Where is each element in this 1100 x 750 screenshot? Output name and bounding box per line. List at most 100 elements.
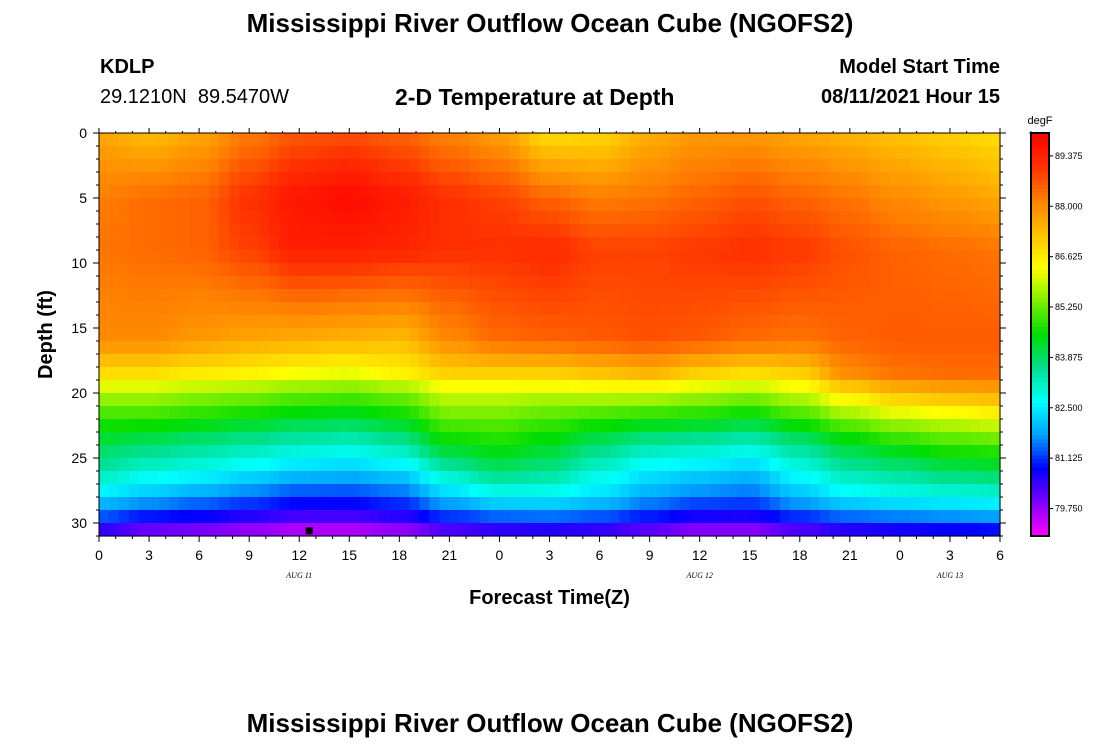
heatmap-cell	[949, 276, 961, 290]
heatmap-cell	[189, 354, 200, 368]
heatmap-cell	[109, 393, 120, 407]
heatmap-cell	[829, 146, 841, 160]
heatmap-cell	[359, 510, 370, 524]
heatmap-cell	[349, 393, 360, 407]
heatmap-cell	[349, 159, 360, 173]
heatmap-cell	[559, 328, 571, 342]
heatmap-cell	[789, 419, 801, 433]
heatmap-cell	[949, 133, 961, 147]
heatmap-cell	[969, 497, 981, 511]
heatmap-cell	[769, 484, 781, 498]
heatmap-cell	[579, 263, 591, 277]
heatmap-cell	[359, 367, 370, 381]
heatmap-cell	[139, 406, 150, 420]
heatmap-cell	[959, 237, 971, 251]
heatmap-cell	[839, 380, 851, 394]
heatmap-cell	[849, 458, 861, 472]
heatmap-cell	[159, 458, 170, 472]
heatmap-cell	[519, 471, 531, 485]
heatmap-cell	[619, 484, 631, 498]
heatmap-cell	[719, 224, 731, 238]
heatmap-cell	[669, 159, 681, 173]
heatmap-cell	[329, 393, 340, 407]
heatmap-cell	[389, 250, 400, 264]
heatmap-cell	[809, 341, 821, 355]
heatmap-cell	[989, 523, 1001, 537]
heatmap-cell	[759, 198, 771, 212]
heatmap-cell	[979, 133, 991, 147]
heatmap-cell	[219, 445, 230, 459]
heatmap-cell	[119, 315, 130, 329]
heatmap-cell	[769, 406, 781, 420]
heatmap-cell	[509, 510, 521, 524]
heatmap-cell	[269, 393, 280, 407]
heatmap-cell	[589, 523, 601, 537]
heatmap-cell	[139, 224, 150, 238]
heatmap-cell	[209, 484, 220, 498]
heatmap-cell	[359, 159, 370, 173]
heatmap-cell	[399, 471, 410, 485]
heatmap-cell	[579, 380, 591, 394]
heatmap-cell	[519, 315, 531, 329]
heatmap-cell	[949, 510, 961, 524]
heatmap-cell	[699, 341, 711, 355]
heatmap-cell	[469, 250, 481, 264]
heatmap-cell	[179, 224, 190, 238]
heatmap-cell	[619, 289, 631, 303]
heatmap-cell	[279, 367, 290, 381]
y-tick-label: 25	[71, 450, 87, 466]
heatmap-cell	[339, 471, 350, 485]
heatmap-cell	[889, 380, 901, 394]
heatmap-cell	[189, 133, 200, 147]
colorbar-segment	[1031, 318, 1049, 324]
heatmap-cell	[709, 393, 721, 407]
heatmap-cell	[489, 367, 501, 381]
heatmap-cell	[509, 458, 521, 472]
heatmap-cell	[169, 146, 180, 160]
heatmap-cell	[749, 445, 761, 459]
heatmap-cell	[909, 393, 921, 407]
colorbar-segment	[1031, 265, 1049, 271]
heatmap-cell	[799, 146, 811, 160]
heatmap-cell	[789, 237, 801, 251]
heatmap-cell	[449, 237, 460, 251]
heatmap-cell	[449, 497, 460, 511]
heatmap-cell	[689, 263, 701, 277]
heatmap-cell	[629, 510, 641, 524]
heatmap-cell	[369, 276, 380, 290]
heatmap-cell	[849, 328, 861, 342]
heatmap-cell	[879, 263, 891, 277]
heatmap-cell	[199, 185, 210, 199]
heatmap-cell	[929, 367, 941, 381]
heatmap-cell	[379, 146, 390, 160]
heatmap-cell	[409, 393, 420, 407]
heatmap-cell	[819, 406, 831, 420]
heatmap-cell	[489, 276, 501, 290]
heatmap-cell	[739, 315, 751, 329]
heatmap-cell	[469, 497, 481, 511]
heatmap-cell	[619, 146, 631, 160]
heatmap-cell	[749, 484, 761, 498]
heatmap-cell	[379, 354, 390, 368]
heatmap-cell	[519, 159, 531, 173]
heatmap-cell	[499, 185, 511, 199]
heatmap-cell	[969, 315, 981, 329]
heatmap-cell	[909, 276, 921, 290]
heatmap-cell	[689, 471, 701, 485]
heatmap-cell	[729, 315, 741, 329]
heatmap-cell	[209, 380, 220, 394]
heatmap-cell	[469, 367, 481, 381]
heatmap-cell	[639, 263, 651, 277]
colorbar-label: 85.250	[1055, 302, 1083, 312]
heatmap-cell	[409, 497, 420, 511]
heatmap-cell	[989, 406, 1001, 420]
heatmap-cell	[889, 367, 901, 381]
heatmap-cell	[179, 133, 190, 147]
heatmap-cell	[819, 224, 831, 238]
heatmap-cell	[489, 237, 501, 251]
heatmap-cell	[269, 302, 280, 316]
heatmap-cell	[479, 159, 491, 173]
heatmap-cell	[979, 367, 991, 381]
heatmap-cell	[669, 406, 681, 420]
heatmap-cell	[959, 510, 971, 524]
